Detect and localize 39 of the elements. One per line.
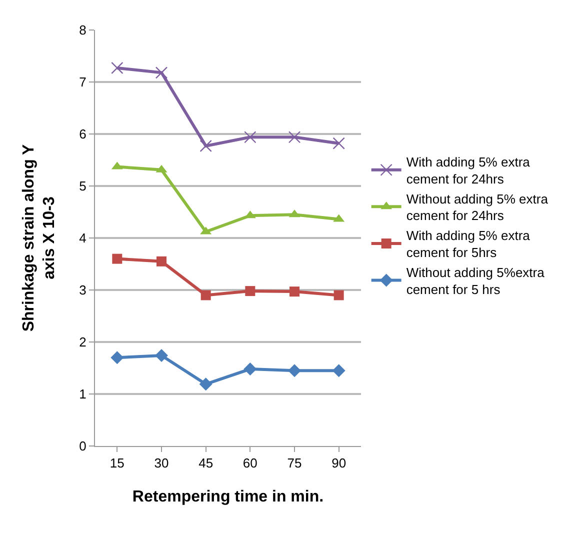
y-tick-label: 3: [79, 282, 86, 298]
point: [332, 364, 346, 378]
y-tick-label: 5: [79, 178, 86, 194]
y-tick-label: 1: [79, 386, 86, 402]
x-axis-title: Retempering time in min.: [132, 488, 324, 506]
point: [200, 290, 211, 300]
point: [156, 256, 166, 266]
y-tick-label: 7: [79, 74, 86, 90]
point: [244, 362, 257, 376]
y-tick-label: 4: [79, 230, 86, 246]
point: [332, 137, 345, 150]
legend-label: With adding 5% extra cement for 5hrs: [406, 228, 531, 260]
point: [334, 290, 344, 300]
point: [112, 254, 122, 264]
point: [199, 378, 212, 391]
x-tick-label: 90: [332, 456, 346, 471]
y-tick-label: 6: [79, 126, 86, 142]
x-tick-label: 15: [110, 456, 124, 471]
legend-label: With adding 5% extra cement for 24hrs: [406, 154, 531, 186]
point: [111, 62, 124, 74]
point: [244, 131, 256, 144]
point: [288, 364, 301, 378]
y-axis-title: Shrinkage strain along Y axis X 10-3: [20, 144, 58, 332]
x-tick-label: 60: [242, 456, 258, 471]
legend-label: Without adding 5% extra cement for 24hrs: [406, 191, 549, 224]
point: [245, 286, 256, 296]
point: [200, 140, 212, 152]
point: [288, 131, 301, 144]
point: [155, 349, 168, 362]
legend-label: Without adding 5%extra cement for 5 hrs: [406, 264, 546, 297]
point: [290, 286, 300, 297]
y-tick-label: 2: [79, 334, 86, 350]
x-tick-label: 75: [287, 456, 302, 471]
x-tick-label: 30: [154, 456, 169, 471]
x-tick-label: 45: [198, 456, 214, 471]
point: [155, 66, 168, 79]
y-tick-label: 0: [79, 438, 86, 454]
y-tick-label: 8: [79, 22, 86, 38]
point: [110, 351, 124, 364]
